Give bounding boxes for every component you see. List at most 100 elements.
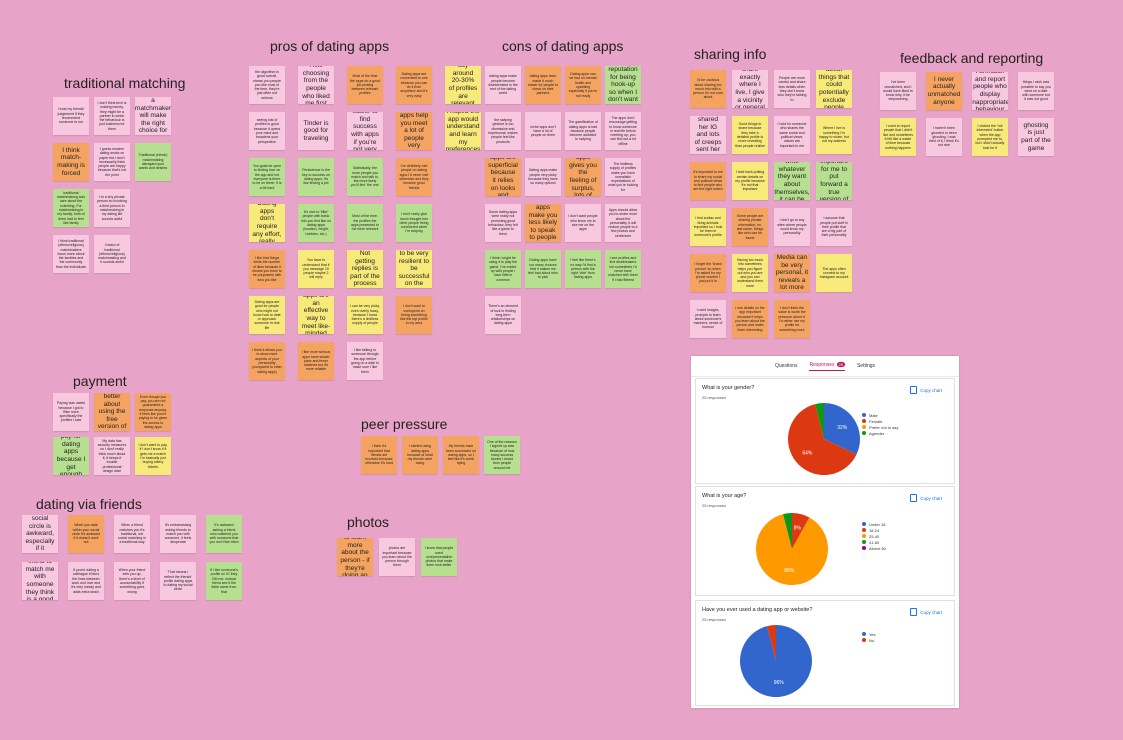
sticky-note-cons[interactable]: I feel like there's no way I'd find a pe… — [565, 250, 601, 288]
sticky-note-sharing[interactable]: People are more careful and share less d… — [774, 70, 810, 108]
sticky-note-cons[interactable]: The gamification of dating apps is bad b… — [565, 112, 601, 150]
sticky-note-peer[interactable]: One of the reasons I signed up was becau… — [484, 436, 520, 474]
sticky-note-sharing[interactable]: I find zodiac and liking animals importa… — [690, 208, 726, 246]
sticky-note-pros[interactable]: Tinder is good for traveling — [298, 112, 334, 150]
sticky-note-sharing[interactable]: Having too much info sometimes helps you… — [732, 254, 768, 292]
sticky-note-peer[interactable]: I started using dating apps because of w… — [402, 436, 438, 474]
sticky-note-pros[interactable]: It's nice to 'filter' people with basic … — [298, 204, 334, 242]
sticky-note-pros[interactable]: Dating apps help you meet a lot of peopl… — [396, 112, 432, 150]
sticky-note-sharing[interactable]: I use details on the app important becau… — [732, 300, 768, 338]
tab-questions[interactable]: Questions — [774, 363, 798, 369]
sticky-note-feedback[interactable]: I haven't been ghosted or been ghosting,… — [926, 118, 962, 156]
sticky-note-cons[interactable]: Some dating apps were really not promoti… — [485, 204, 521, 242]
copy-chart-button[interactable]: Copy chart — [910, 494, 942, 502]
sticky-note-trad[interactable]: I heard of traditional (ethnic/religious… — [94, 235, 130, 273]
copy-chart-button[interactable]: Copy chart — [910, 608, 942, 616]
sticky-note-pros[interactable]: I hoped the app would understand and lea… — [445, 112, 481, 150]
sticky-note-photos[interactable]: I use pictures to learn more about the p… — [337, 538, 373, 576]
sticky-note-trad[interactable]: Traditional (ethnic) matchmaking disrega… — [135, 143, 171, 181]
sticky-note-cons[interactable]: I see profiles and find dealbreakers but… — [605, 250, 641, 288]
sticky-note-pros[interactable]: seeing lots of profiles is good because … — [249, 112, 285, 150]
sticky-note-pros[interactable]: Statistically, the more people you match… — [347, 158, 383, 196]
sticky-note-friends[interactable]: If you're dating a colleague it blurs th… — [68, 562, 104, 600]
sticky-note-cons[interactable]: Dating apps have too many choices that i… — [525, 250, 561, 288]
sticky-note-pros[interactable]: I can be very picky, even overly fussy, … — [347, 296, 383, 334]
sticky-note-sharing[interactable]: I forget the 'brand person' so when I'm … — [690, 254, 726, 292]
sticky-note-trad[interactable]: I think match-making is forced — [53, 143, 89, 181]
sticky-note-sharing[interactable]: I hold back putting certain details on m… — [732, 162, 768, 200]
sticky-note-feedback[interactable]: I've been unmatched, and I would have li… — [880, 72, 916, 110]
sticky-note-trad[interactable]: I don't think a matchmaker will make the… — [135, 97, 171, 135]
sticky-note-sharing[interactable]: Linking Social Media can be very persona… — [774, 254, 810, 292]
sticky-note-cons[interactable]: The apps don't encourage getting to know… — [605, 112, 641, 150]
sticky-note-pros[interactable]: I like more serious apps have slower pac… — [298, 342, 334, 380]
sticky-note-cons[interactable]: Apps should allow you to share more abou… — [605, 204, 641, 242]
sticky-note-friends[interactable]: When you date within your social circle … — [68, 515, 104, 553]
sticky-note-pros[interactable]: I've definitely met people on dating app… — [396, 158, 432, 196]
sticky-note-cons[interactable]: Dating apps gives you the feeling of sur… — [565, 158, 601, 196]
sticky-note-pros[interactable]: Dating apps don't require any effort, re… — [249, 204, 285, 242]
sticky-note-peer[interactable]: I think it's important that friends are … — [361, 436, 397, 474]
sticky-note-pros[interactable]: the algorithm is good overall, shows you… — [249, 66, 285, 104]
sticky-note-cons[interactable]: Dating apps make people very picky becau… — [525, 158, 561, 196]
sticky-note-cons[interactable]: Dating apps make you less likely to spea… — [525, 204, 561, 242]
sticky-note-sharing[interactable]: It's important for me to put forward a t… — [816, 162, 852, 200]
sticky-note-feedback[interactable]: ghosting is just part of the game — [1018, 118, 1054, 156]
sticky-note-cons[interactable]: There's an element of luck in finding lo… — [485, 296, 521, 334]
sticky-note-friends[interactable]: dating within my social circle is awkwar… — [22, 515, 58, 553]
sticky-note-trad[interactable]: I don't think tech is making money, they… — [94, 97, 130, 135]
sticky-note-cons[interactable]: I think I might be using it to play the … — [485, 250, 521, 288]
sticky-note-pay[interactable]: I felt morally better about using the fr… — [94, 393, 130, 431]
sticky-note-sharing[interactable]: Good things to share because they take a… — [732, 116, 768, 154]
sticky-note-pay[interactable]: I don't want to pay, if I don't know if … — [135, 437, 171, 475]
sticky-note-sharing[interactable]: The apps often connect to my Instagram a… — [816, 254, 852, 292]
sticky-note-cons[interactable]: The limitless supply of profiles make yo… — [605, 158, 641, 196]
sticky-note-friends[interactable]: If I like someone's profile on IG they D… — [206, 562, 242, 600]
sticky-note-pay[interactable]: I don't feel like I want to pay for dati… — [53, 437, 89, 475]
sticky-note-pros[interactable]: I think it's easier to find success with… — [347, 112, 383, 150]
sticky-note-feedback[interactable]: I unmatch and report people who display … — [972, 72, 1008, 110]
sticky-note-pros[interactable]: I don't want to overspend on being somet… — [396, 296, 432, 334]
sticky-note-trad[interactable]: I guess modern dating works on paper but… — [94, 143, 130, 181]
sticky-note-sharing[interactable]: People can write whatever they want abou… — [774, 162, 810, 200]
sticky-note-pros[interactable]: Dating apps are convenient to use becaus… — [396, 66, 432, 104]
sticky-note-friends[interactable]: It's embarrassing asking friends to matc… — [160, 515, 196, 553]
sticky-note-pros[interactable]: I would say around 20-30% of profiles ar… — [445, 66, 481, 104]
sticky-note-pros[interactable]: Dating apps are an effective way to meet… — [298, 296, 334, 334]
sticky-note-trad[interactable]: I think traditional (ethnic/religious) m… — [53, 235, 89, 273]
sticky-note-cons[interactable]: niche apps don't have a lot of people on… — [525, 112, 561, 150]
sticky-note-trad[interactable]: I'm a shy private person so involving a … — [94, 189, 130, 227]
sticky-note-cons[interactable]: Dating apps can be bad on mental health … — [565, 66, 601, 104]
sticky-note-sharing[interactable]: Where I live is something I'm happy to s… — [816, 116, 852, 154]
sticky-note-pros[interactable]: I like choosing from the people who like… — [298, 66, 334, 104]
sticky-note-pros[interactable]: I like that things limits the number of … — [249, 250, 285, 288]
sticky-note-sharing[interactable]: I'm being deliberately ambiguous about t… — [816, 70, 852, 108]
sticky-note-pros[interactable]: Most of the time the apps do a good job … — [347, 66, 383, 104]
sticky-note-pros[interactable]: Most of the time, the profiles the apps … — [347, 204, 383, 242]
sticky-note-sharing[interactable]: I assume that people put stuff in their … — [816, 208, 852, 246]
sticky-note-sharing[interactable]: I don't share exactly where I live, I gi… — [732, 70, 768, 108]
sticky-note-pros[interactable]: Persistence is the key to success on dat… — [298, 158, 334, 196]
sticky-note-photos[interactable]: photos are important because you learn a… — [379, 538, 415, 576]
sticky-note-friends[interactable]: When a friend matches you it's tradition… — [114, 515, 150, 553]
copy-chart-button[interactable]: Copy chart — [910, 386, 942, 394]
sticky-note-pros[interactable]: I like talking to someone through the ap… — [347, 342, 383, 380]
sticky-note-pay[interactable]: Even though you pay, you are not guarant… — [135, 393, 171, 431]
sticky-note-cons[interactable]: dating apps have made it much easier for… — [525, 66, 561, 104]
sticky-note-sharing[interactable]: I used images, prompts to learn about so… — [690, 300, 726, 338]
sticky-note-sharing[interactable]: I don't go to any sites where people cou… — [774, 208, 810, 246]
sticky-note-friends[interactable]: When your friend sets you up, there's a … — [114, 562, 150, 600]
sticky-note-pros[interactable]: Dating apps are good for people who migh… — [249, 296, 285, 334]
sticky-note-feedback[interactable]: I clicked the 'not interested' button wh… — [972, 118, 1008, 156]
sticky-note-pros[interactable]: You gotta be open to finding love on the… — [249, 158, 285, 196]
sticky-note-cons[interactable]: I don't want people who know me to see m… — [565, 204, 601, 242]
sticky-note-sharing[interactable]: a friend shared her IG and lots of creep… — [690, 116, 726, 154]
sticky-note-pros[interactable]: You have to be very resilient to be succ… — [396, 250, 432, 288]
sticky-note-trad[interactable]: traditional matchmaking was care about t… — [53, 189, 89, 227]
tab-settings[interactable]: Settings — [856, 363, 876, 369]
tab-responses[interactable]: Responses 25 — [809, 361, 845, 371]
sticky-note-pros[interactable]: Not getting replies is part of the proce… — [347, 250, 383, 288]
sticky-note-cons[interactable]: the swiping gesture is too dismissive an… — [485, 112, 521, 150]
sticky-note-friends[interactable]: That means I reflect the friends' profil… — [160, 562, 196, 600]
sticky-note-cons[interactable]: Dating apps are superficial because it r… — [485, 158, 521, 196]
